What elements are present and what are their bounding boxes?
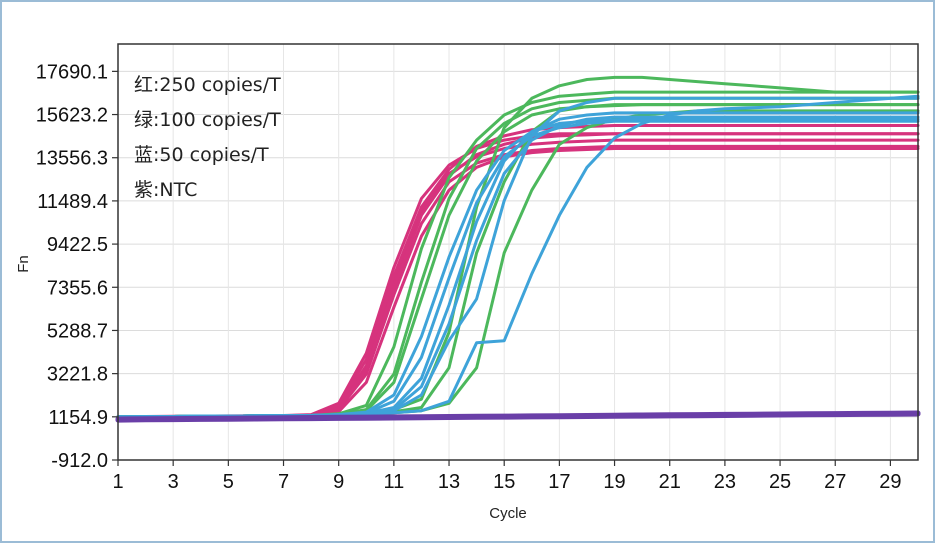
y-tick-label: 9422.5: [47, 234, 108, 256]
x-tick-label: 29: [879, 471, 901, 493]
x-tick-label: 17: [548, 471, 570, 493]
y-tick-label: -912.0: [51, 450, 108, 472]
y-tick-label: 7355.6: [47, 277, 108, 299]
x-tick-label: 21: [659, 471, 681, 493]
x-axis-ticks: 1 3 5 7 9 11 13 15 17 19 21 23 25 27 29: [112, 460, 902, 493]
series-lines: [115, 75, 921, 423]
legend-entry-purple: 紫:NTC: [134, 179, 197, 201]
x-tick-label: 15: [493, 471, 515, 493]
x-tick-label: 19: [603, 471, 625, 493]
y-axis-ticks: -912.0 1154.9 3221.8 5288.7 7355.6 9422.5 1148…: [36, 61, 118, 472]
y-tick-label: 11489.4: [37, 191, 108, 213]
legend-entry-blue: 蓝:50 copies/T: [134, 144, 269, 166]
x-tick-label: 27: [824, 471, 846, 493]
x-tick-label: 25: [769, 471, 791, 493]
legend-entry-red: 红:250 copies/T: [134, 74, 281, 96]
x-tick-label: 9: [333, 471, 344, 493]
legend: 红:250 copies/T 绿:100 copies/T 蓝:50 copie…: [134, 74, 281, 201]
x-axis-title: Cycle: [489, 505, 527, 522]
y-tick-label: 17690.1: [36, 61, 108, 83]
y-axis-title: Fn: [15, 255, 32, 273]
x-tick-label: 13: [438, 471, 460, 493]
y-tick-label: 3221.8: [47, 364, 108, 386]
x-tick-label: 1: [112, 471, 123, 493]
y-tick-label: 15623.2: [36, 105, 108, 127]
legend-entry-green: 绿:100 copies/T: [134, 109, 281, 131]
x-tick-label: 23: [714, 471, 736, 493]
x-tick-label: 7: [278, 471, 289, 493]
y-tick-label: 13556.3: [36, 148, 108, 170]
plot-border: [117, 43, 919, 461]
x-tick-label: 3: [168, 471, 179, 493]
y-tick-label: 1154.9: [48, 407, 108, 429]
series-line-purple: [115, 410, 921, 422]
x-tick-label: 11: [383, 471, 404, 493]
x-tick-label: 5: [223, 471, 234, 493]
y-tick-label: 5288.7: [47, 320, 108, 342]
